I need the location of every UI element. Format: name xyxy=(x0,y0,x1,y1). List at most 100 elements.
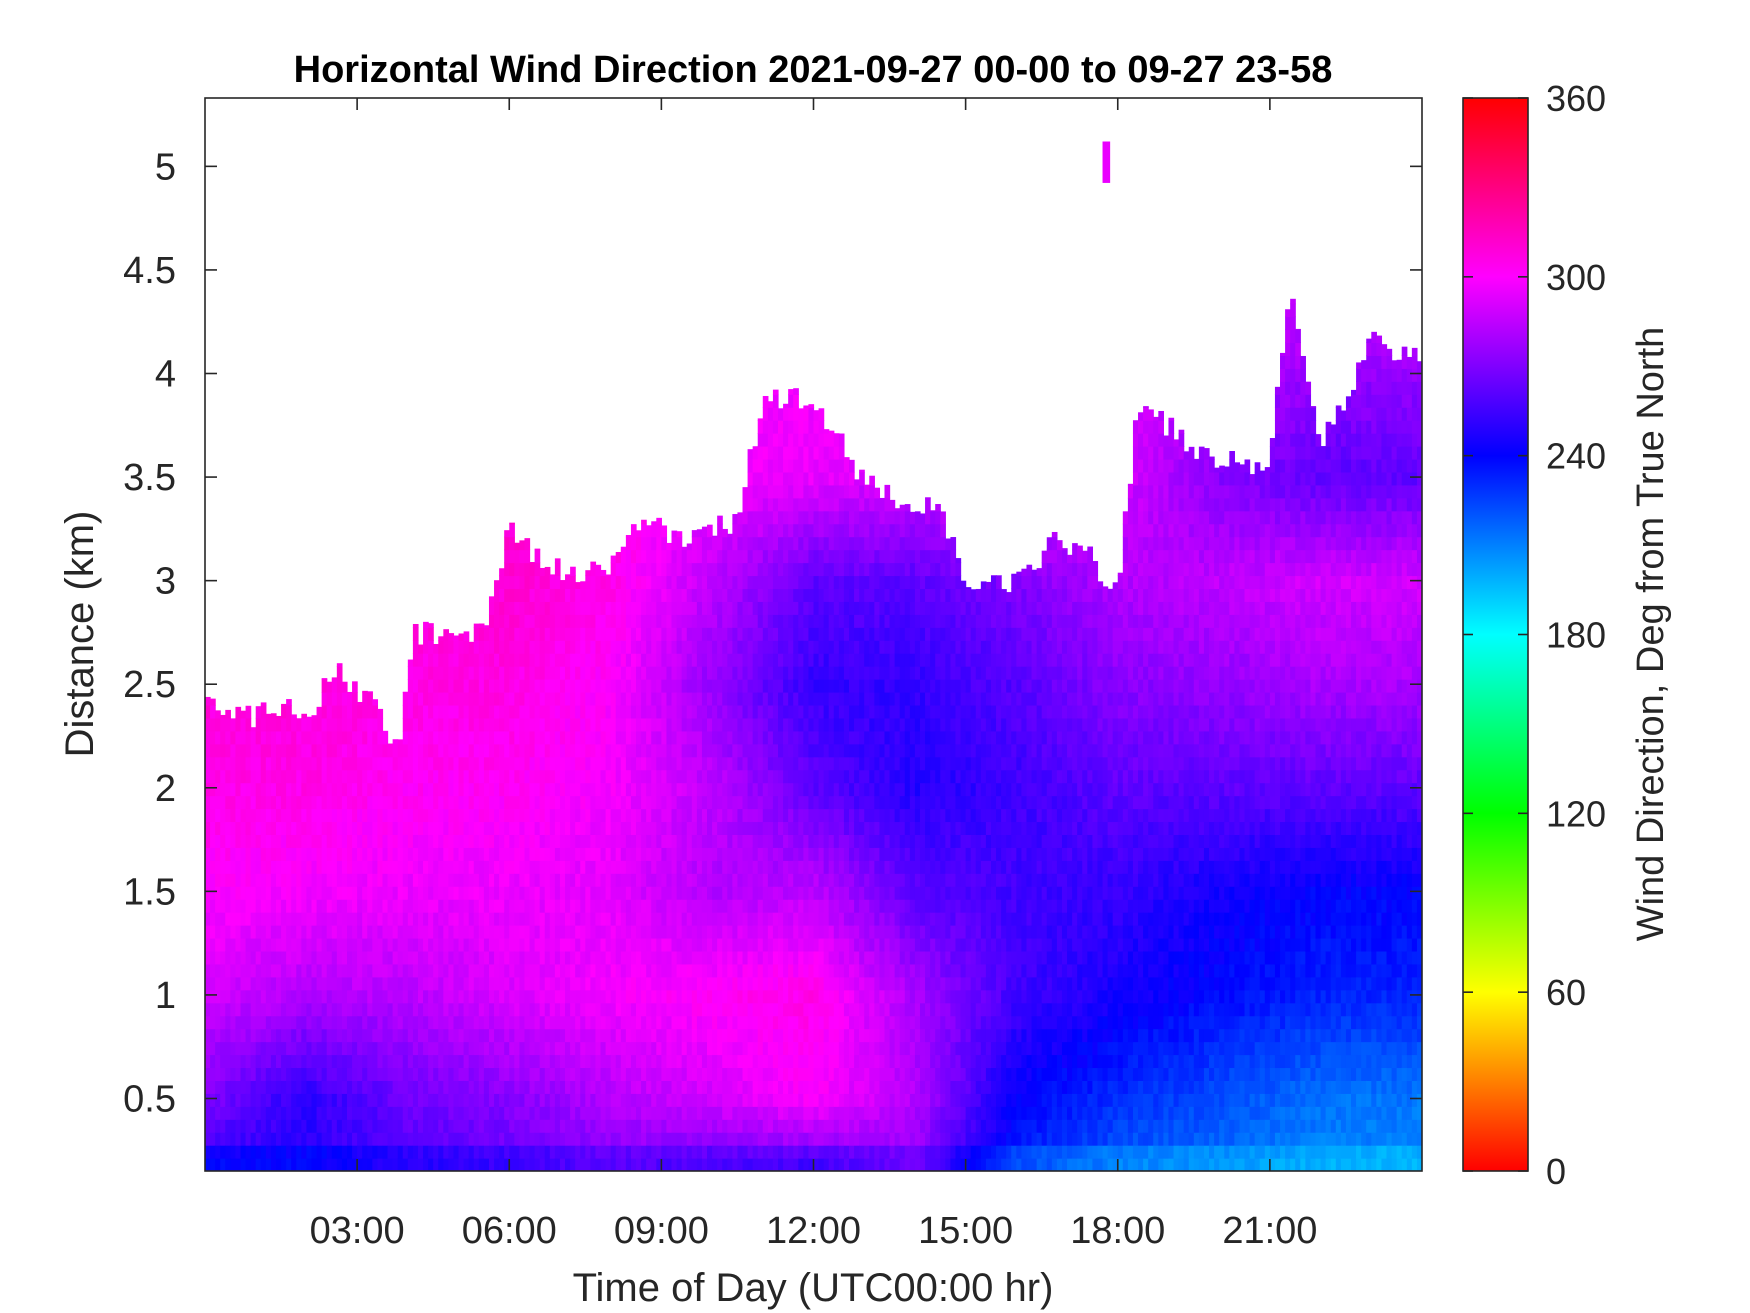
heatmap-cell xyxy=(544,925,551,939)
heatmap-cell xyxy=(453,1132,460,1146)
heatmap-cell xyxy=(681,730,688,745)
heatmap-cell xyxy=(463,899,470,913)
heatmap-cell xyxy=(346,912,353,926)
heatmap-cell xyxy=(701,640,708,654)
heatmap-cell xyxy=(265,756,272,771)
heatmap-cell xyxy=(331,899,338,913)
heatmap-cell xyxy=(301,873,308,887)
heatmap-cell xyxy=(205,696,211,706)
heatmap-cell xyxy=(524,627,531,641)
heatmap-cell xyxy=(301,847,308,861)
heatmap-cell xyxy=(255,1067,262,1081)
heatmap-cell xyxy=(727,821,733,835)
heatmap-cell xyxy=(504,1119,510,1133)
heatmap-cell xyxy=(504,1028,510,1043)
heatmap-cell xyxy=(407,1067,414,1081)
heatmap-cell xyxy=(747,886,754,900)
heatmap-cell xyxy=(610,614,617,628)
heatmap-cell xyxy=(230,782,237,797)
heatmap-cell xyxy=(534,666,541,680)
heatmap-cell xyxy=(767,627,774,641)
heatmap-cell xyxy=(281,730,287,745)
heatmap-cell xyxy=(742,536,749,551)
heatmap-cell xyxy=(539,950,546,965)
heatmap-cell xyxy=(265,950,272,965)
heatmap-cell xyxy=(428,1015,434,1030)
heatmap-cell xyxy=(605,627,612,641)
heatmap-cell xyxy=(321,1067,328,1081)
heatmap-cell xyxy=(661,899,668,913)
heatmap-cell xyxy=(260,1119,267,1133)
heatmap-cell xyxy=(265,1028,272,1043)
heatmap-cell xyxy=(438,1158,444,1171)
heatmap-cell xyxy=(625,601,632,615)
heatmap-cell xyxy=(656,549,662,564)
heatmap-cell xyxy=(494,1093,500,1107)
heatmap-cell xyxy=(676,808,683,823)
heatmap-cell xyxy=(772,1080,779,1094)
heatmap-cell xyxy=(499,950,505,965)
heatmap-cell xyxy=(565,601,571,615)
heatmap-cell xyxy=(387,1041,394,1056)
heatmap-cell xyxy=(423,989,429,1004)
heatmap-cell xyxy=(286,808,292,823)
heatmap-cell xyxy=(549,886,556,900)
heatmap-cell xyxy=(707,963,713,978)
heatmap-cell xyxy=(524,912,531,926)
heatmap-cell xyxy=(580,1132,586,1146)
heatmap-cell xyxy=(215,1028,221,1043)
heatmap-cell xyxy=(468,795,475,810)
heatmap-cell xyxy=(428,860,434,874)
heatmap-cell xyxy=(499,575,505,590)
heatmap-cell xyxy=(250,873,257,887)
heatmap-cell xyxy=(630,795,637,810)
heatmap-cell xyxy=(646,769,652,784)
heatmap-cell xyxy=(534,640,541,654)
heatmap-cell xyxy=(463,950,470,965)
heatmap-cell xyxy=(696,782,703,797)
heatmap-cell xyxy=(509,1106,515,1120)
heatmap-cell xyxy=(544,1067,551,1081)
heatmap-cell xyxy=(620,795,627,810)
heatmap-cell xyxy=(676,1106,683,1120)
heatmap-cell xyxy=(509,614,515,628)
heatmap-cell xyxy=(610,588,617,602)
heatmap-cell xyxy=(717,1158,723,1171)
heatmap-cell xyxy=(215,847,221,861)
heatmap-cell xyxy=(443,808,449,823)
heatmap-cell xyxy=(605,1067,612,1081)
heatmap-cell xyxy=(691,886,698,900)
heatmap-cell xyxy=(666,795,673,810)
heatmap-cell xyxy=(225,808,231,823)
heatmap-cell xyxy=(534,1093,541,1107)
heatmap-cell xyxy=(499,666,505,680)
heatmap-cell xyxy=(615,937,622,952)
heatmap-cell xyxy=(671,950,678,965)
heatmap-cell xyxy=(590,679,597,693)
heatmap-cell xyxy=(321,821,328,835)
heatmap-cell xyxy=(742,730,749,745)
heatmap-cell xyxy=(762,420,769,434)
heatmap-cell xyxy=(326,1158,333,1171)
heatmap-cell xyxy=(539,963,546,978)
heatmap-cell xyxy=(681,653,688,667)
heatmap-cell xyxy=(747,627,754,641)
heatmap-cell xyxy=(651,523,657,538)
heatmap-cell xyxy=(367,873,373,887)
heatmap-cell xyxy=(610,1015,617,1030)
heatmap-cell xyxy=(742,549,749,564)
heatmap-cell xyxy=(630,937,637,952)
heatmap-cell xyxy=(570,1158,576,1171)
heatmap-cell xyxy=(240,1145,247,1159)
heatmap-cell xyxy=(575,679,581,693)
heatmap-cell xyxy=(752,653,759,667)
heatmap-cell xyxy=(210,1028,216,1043)
heatmap-cell xyxy=(377,834,384,848)
heatmap-cell xyxy=(463,1041,470,1056)
heatmap-cell xyxy=(544,704,551,719)
heatmap-cell xyxy=(600,873,607,887)
heatmap-cell xyxy=(306,989,313,1004)
heatmap-cell xyxy=(534,704,541,719)
heatmap-cell xyxy=(463,666,470,680)
heatmap-cell xyxy=(210,912,216,926)
